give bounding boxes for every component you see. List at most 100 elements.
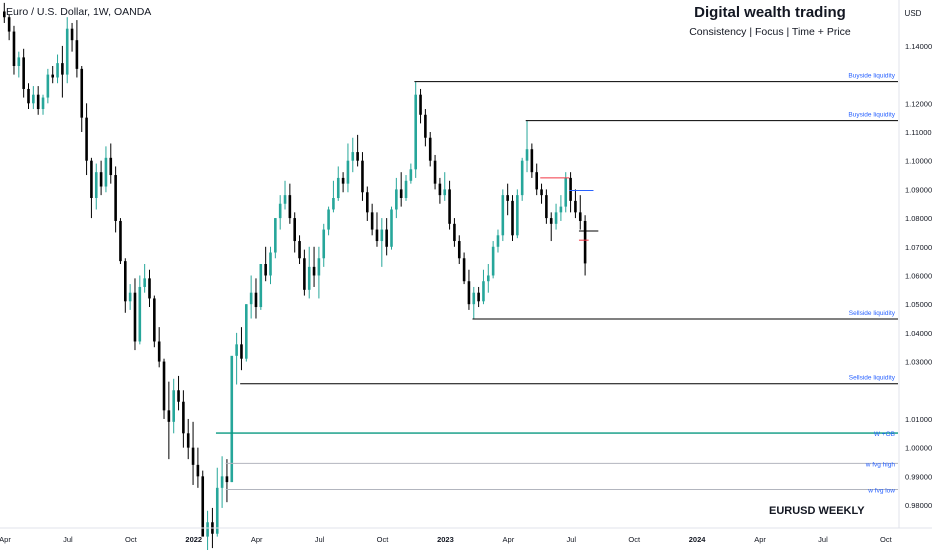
- candle-body: [346, 160, 350, 184]
- symbol-title: Euro / U.S. Dollar, 1W, OANDA: [6, 6, 152, 18]
- candle-body: [520, 160, 524, 196]
- candle-body: [41, 97, 45, 110]
- x-tick-label: Apr: [251, 535, 263, 544]
- candle-body: [133, 292, 137, 342]
- candle-body: [264, 264, 267, 276]
- candle-body: [75, 40, 79, 69]
- y-tick-label: 1.05000: [905, 300, 932, 309]
- candle-body: [457, 241, 461, 259]
- candle-body: [143, 278, 146, 287]
- candle-body: [206, 522, 209, 537]
- x-tick-label: Oct: [125, 535, 138, 544]
- candle-body: [366, 192, 369, 213]
- candle-body: [27, 88, 30, 104]
- candle-body: [414, 94, 417, 170]
- candle-body: [230, 355, 234, 483]
- currency-label: USD: [905, 9, 922, 18]
- candle-body: [303, 258, 306, 290]
- candle-body: [182, 401, 185, 434]
- x-tick-label: Oct: [377, 535, 390, 544]
- candle-body: [390, 209, 393, 247]
- candle-body: [448, 189, 451, 224]
- price-axis-background: [899, 0, 932, 550]
- candle-body: [32, 94, 35, 104]
- candle-body: [293, 218, 296, 242]
- candle-body: [549, 218, 553, 224]
- level-label: Buyside liquidity: [848, 73, 895, 80]
- x-tick-label: Oct: [628, 535, 641, 544]
- candle-body: [322, 229, 326, 259]
- brand-title: Digital wealth trading: [694, 4, 846, 21]
- candle-body: [385, 229, 388, 247]
- level-label: Sellside liquidity: [849, 310, 896, 317]
- candle-layer: [3, 2, 587, 555]
- candle-body: [370, 212, 374, 230]
- candle-body: [109, 157, 113, 176]
- candle-body: [46, 74, 50, 98]
- candle-body: [249, 292, 253, 305]
- candle-body: [312, 266, 316, 276]
- candle-body: [361, 160, 364, 193]
- candle-body: [269, 252, 272, 276]
- candle-body: [356, 152, 359, 161]
- y-tick-label: 1.04000: [905, 329, 932, 338]
- candle-body: [22, 57, 25, 89]
- y-tick-label: 1.14000: [905, 42, 932, 51]
- candle-body: [12, 31, 16, 67]
- x-tick-label: Oct: [880, 535, 893, 544]
- x-tick-label: Apr: [503, 535, 515, 544]
- candle-body: [399, 189, 403, 198]
- candle-body: [215, 487, 219, 534]
- candle-body: [7, 17, 11, 32]
- candle-body: [148, 278, 151, 299]
- y-tick-label: 0.98000: [905, 501, 932, 510]
- candle-body: [511, 200, 514, 236]
- y-tick-label: 0.99000: [905, 472, 932, 481]
- y-tick-label: 1.12000: [905, 99, 932, 108]
- candle-body: [196, 464, 200, 477]
- candle-body: [85, 117, 88, 161]
- candle-body: [307, 266, 311, 290]
- candle-body: [501, 195, 505, 236]
- candle-body: [288, 195, 292, 219]
- candle-body: [375, 229, 379, 242]
- candle-body: [220, 476, 224, 488]
- candle-body: [530, 149, 534, 173]
- candle-body: [167, 410, 171, 422]
- candle-body: [283, 195, 287, 204]
- candle-body: [428, 137, 432, 161]
- x-tick-label: 2024: [689, 535, 707, 544]
- candle-body: [438, 183, 442, 196]
- candle-body: [240, 344, 243, 359]
- candle-body: [177, 390, 180, 402]
- candle-body: [404, 180, 408, 198]
- candle-body: [380, 229, 384, 242]
- candle-body: [138, 286, 142, 342]
- chart-caption: EURUSD WEEKLY: [769, 505, 865, 517]
- x-tick-label: Apr: [0, 535, 11, 544]
- y-tick-label: 1.09000: [905, 185, 932, 194]
- candle-body: [477, 292, 480, 302]
- candle-body: [128, 292, 132, 302]
- candle-body: [545, 195, 548, 219]
- candle-body: [65, 28, 69, 75]
- candle-body: [564, 177, 568, 207]
- candle-body: [336, 177, 340, 198]
- candle-body: [201, 476, 205, 537]
- candle-body: [80, 68, 84, 118]
- candle-body: [472, 292, 476, 305]
- candle-body: [424, 114, 427, 138]
- candle-body: [254, 292, 258, 308]
- x-tick-label: Jul: [63, 535, 73, 544]
- candle-body: [506, 195, 509, 201]
- candle-body: [462, 258, 466, 282]
- candle-body: [225, 476, 229, 483]
- candle-body: [317, 258, 321, 276]
- candle-body: [578, 212, 582, 221]
- x-tick-label: Jul: [315, 535, 325, 544]
- price-axis: USD 0.98000 0.99000 1.00000 1.01000 1.03000 1.…: [898, 0, 932, 550]
- candle-body: [516, 195, 519, 236]
- candle-body: [491, 246, 495, 276]
